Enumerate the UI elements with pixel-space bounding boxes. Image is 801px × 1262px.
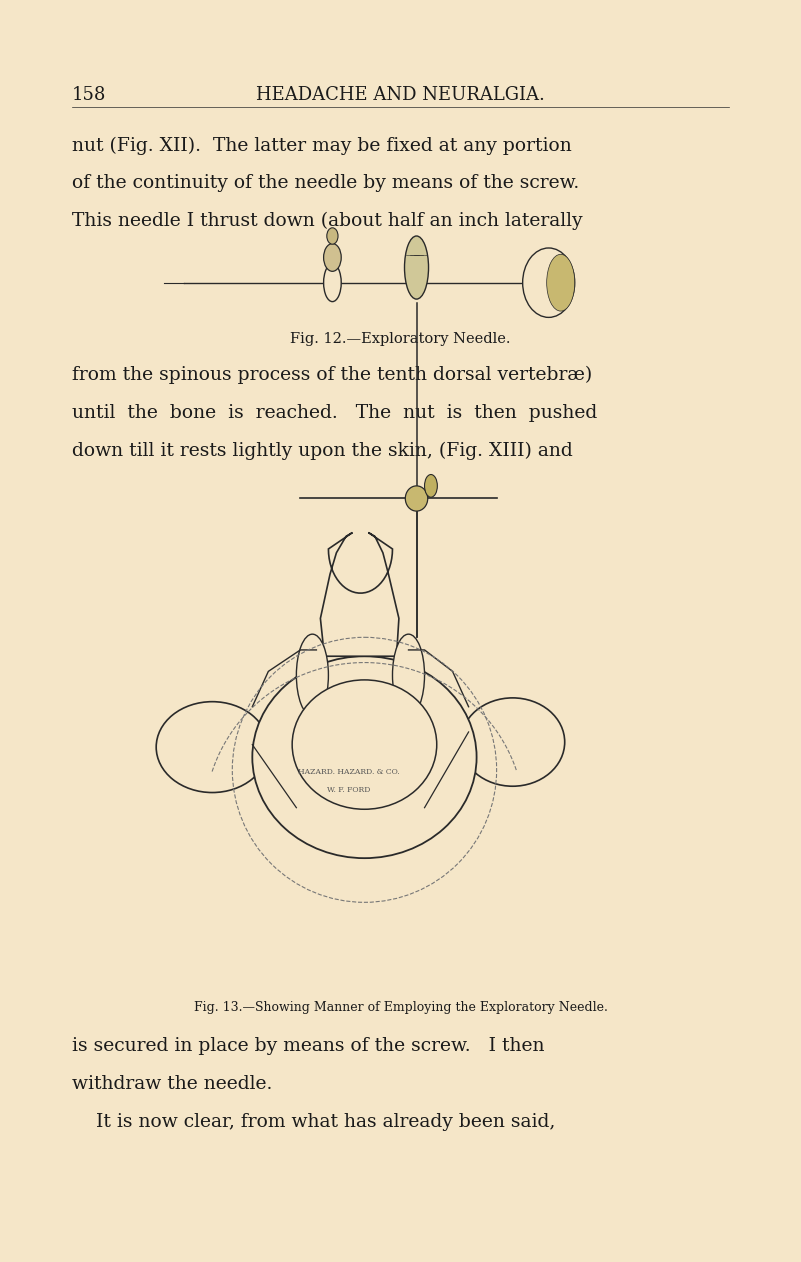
Ellipse shape: [392, 634, 425, 716]
Ellipse shape: [292, 680, 437, 809]
Text: This needle I thrust down (about half an inch laterally: This needle I thrust down (about half an…: [72, 212, 582, 230]
Text: down till it rests lightly upon the skin, (Fig. XIII) and: down till it rests lightly upon the skin…: [72, 442, 573, 459]
Ellipse shape: [327, 227, 338, 244]
Text: 158: 158: [72, 86, 107, 103]
Text: HAZARD. HAZARD. & CO.: HAZARD. HAZARD. & CO.: [298, 769, 399, 776]
Ellipse shape: [324, 264, 341, 302]
Text: Fig. 13.—Showing Manner of Employing the Exploratory Needle.: Fig. 13.—Showing Manner of Employing the…: [194, 1001, 607, 1013]
Polygon shape: [320, 533, 399, 656]
Ellipse shape: [252, 656, 477, 858]
Ellipse shape: [405, 486, 428, 511]
Ellipse shape: [156, 702, 268, 793]
Text: from the spinous process of the tenth dorsal vertebræ): from the spinous process of the tenth do…: [72, 366, 593, 384]
Ellipse shape: [405, 236, 429, 299]
Text: of the continuity of the needle by means of the screw.: of the continuity of the needle by means…: [72, 174, 579, 192]
Ellipse shape: [523, 247, 575, 317]
Text: nut (Fig. XII).  The latter may be fixed at any portion: nut (Fig. XII). The latter may be fixed …: [72, 136, 572, 154]
Text: is secured in place by means of the screw.   I then: is secured in place by means of the scre…: [72, 1037, 545, 1055]
Text: until  the  bone  is  reached.   The  nut  is  then  pushed: until the bone is reached. The nut is th…: [72, 404, 598, 422]
Text: Fig. 12.—Exploratory Needle.: Fig. 12.—Exploratory Needle.: [290, 332, 511, 346]
Text: HEADACHE AND NEURALGIA.: HEADACHE AND NEURALGIA.: [256, 86, 545, 103]
Ellipse shape: [546, 255, 575, 310]
Ellipse shape: [296, 634, 328, 716]
Text: It is now clear, from what has already been said,: It is now clear, from what has already b…: [72, 1113, 555, 1131]
Text: W. F. FORD: W. F. FORD: [327, 786, 370, 794]
Ellipse shape: [425, 475, 437, 497]
Ellipse shape: [324, 244, 341, 271]
Text: withdraw the needle.: withdraw the needle.: [72, 1075, 272, 1093]
Ellipse shape: [461, 698, 565, 786]
